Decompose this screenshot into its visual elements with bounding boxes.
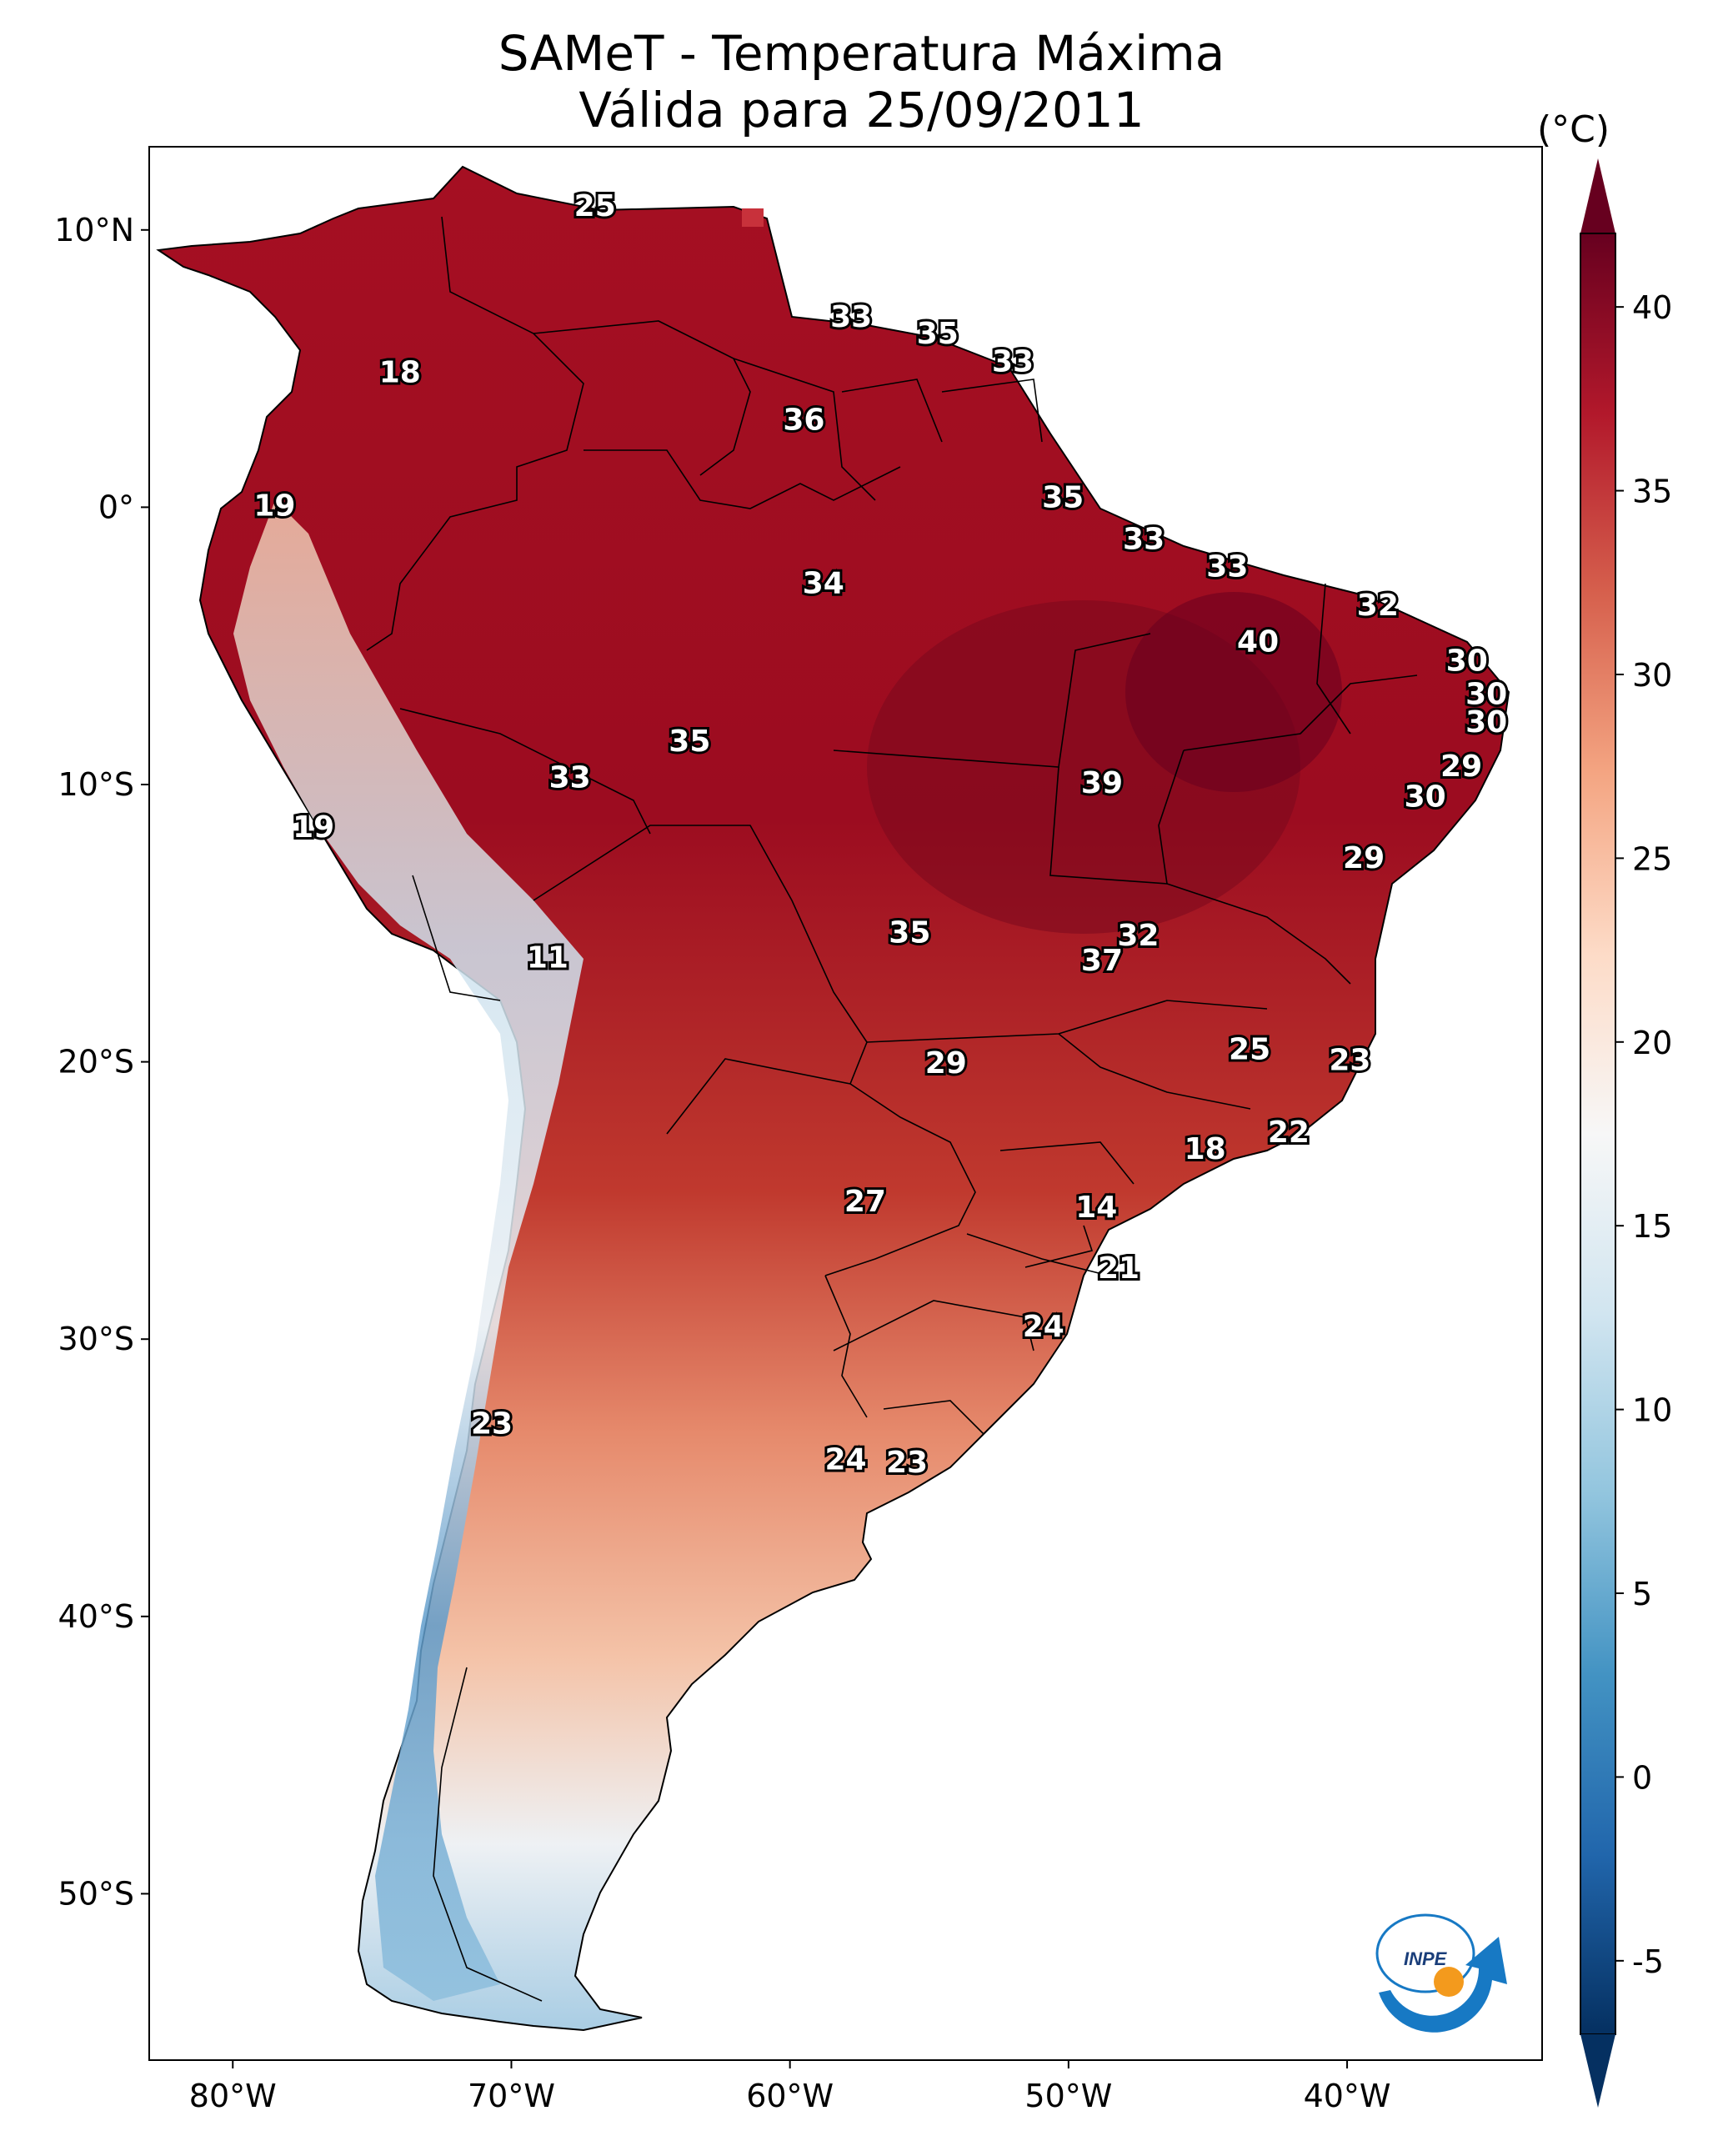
temperature-label: 35 xyxy=(917,317,959,351)
temperature-label: 29 xyxy=(1343,841,1385,875)
temperature-label: 32 xyxy=(1117,919,1159,953)
temperature-label: 30 xyxy=(1446,644,1488,679)
colorbar-tick-label: 5 xyxy=(1632,1576,1652,1612)
lat-tick-label: 10°N xyxy=(54,212,134,248)
lon-tick-label: 40°W xyxy=(1304,2078,1391,2114)
temperature-label: 33 xyxy=(549,760,591,795)
temperature-label: 35 xyxy=(669,725,710,759)
temperature-label: 24 xyxy=(824,1443,866,1477)
caribbean-island xyxy=(742,208,764,227)
temperature-label: 29 xyxy=(925,1046,967,1081)
temperature-label: 23 xyxy=(1329,1044,1370,1078)
temperature-label: 19 xyxy=(293,810,334,845)
temperature-label: 33 xyxy=(1123,522,1165,556)
colorbar-top-arrow xyxy=(1580,158,1615,233)
temperature-label: 32 xyxy=(1357,589,1399,623)
colorbar-tick-label: 25 xyxy=(1632,840,1672,877)
temperature-label: 11 xyxy=(527,941,568,975)
temperature-label: 30 xyxy=(1465,705,1507,740)
colorbar-tick-label: 10 xyxy=(1632,1392,1672,1429)
colorbar-tick-label: 15 xyxy=(1632,1208,1672,1245)
temperature-label: 33 xyxy=(830,300,872,334)
temperature-label: 29 xyxy=(1440,750,1482,784)
temperature-label: 35 xyxy=(1042,480,1084,514)
temperature-label: 40 xyxy=(1237,624,1279,659)
colorbar-body xyxy=(1580,233,1615,2034)
temperature-label: 24 xyxy=(1023,1310,1064,1344)
temperature-label: 22 xyxy=(1268,1116,1310,1150)
temperature-label: 33 xyxy=(1206,550,1248,584)
colorbar-ticks: 40 35 30 25 20 15 10 5 0 -5 xyxy=(1615,289,1672,1980)
colorbar-tick-label: 20 xyxy=(1632,1025,1672,1061)
colorbar: 40 35 30 25 20 15 10 5 0 -5 xyxy=(1580,158,1672,2108)
map-figure: 25 18 33 35 33 36 19 35 33 34 33 32 40 30 30 30 35 33 39 29… xyxy=(0,0,1723,2156)
temperature-label: 33 xyxy=(992,344,1034,379)
temperature-label: 30 xyxy=(1405,780,1446,815)
temperature-label: 36 xyxy=(783,403,824,437)
colorbar-tick-label: 30 xyxy=(1632,657,1672,694)
lat-tick-label: 40°S xyxy=(58,1598,134,1635)
temperature-label: 18 xyxy=(1185,1132,1226,1166)
temperature-label: 37 xyxy=(1081,944,1123,978)
temperature-label: 23 xyxy=(886,1446,928,1480)
hot-region-ne xyxy=(1125,592,1342,792)
lat-tick-label: 0° xyxy=(98,489,134,525)
lon-tick-label: 70°W xyxy=(468,2078,555,2114)
temperature-label: 27 xyxy=(844,1185,886,1219)
temperature-label: 39 xyxy=(1081,766,1123,800)
lat-tick-label: 50°S xyxy=(58,1875,134,1912)
lon-tick-label: 60°W xyxy=(746,2078,834,2114)
temperature-label: 23 xyxy=(471,1406,513,1441)
temperature-label: 21 xyxy=(1098,1251,1139,1286)
temperature-label: 35 xyxy=(889,916,930,950)
temperature-label: 34 xyxy=(803,567,844,601)
temperature-label: 14 xyxy=(1075,1191,1117,1225)
temperature-label: 25 xyxy=(1229,1032,1270,1066)
lat-tick-label: 10°S xyxy=(58,766,134,803)
temperature-label: 18 xyxy=(379,356,421,390)
colorbar-bottom-arrow xyxy=(1580,2034,1615,2108)
temperature-label: 25 xyxy=(574,189,616,223)
inpe-logo-text: INPE xyxy=(1404,1948,1448,1969)
latitude-ticks: 10°N 0° 10°S 20°S 30°S 40°S 50°S xyxy=(54,212,149,1913)
longitude-ticks: 80°W 70°W 60°W 50°W 40°W xyxy=(189,2060,1391,2114)
lat-tick-label: 30°S xyxy=(58,1321,134,1357)
lon-tick-label: 80°W xyxy=(189,2078,277,2114)
colorbar-tick-label: 0 xyxy=(1632,1759,1652,1796)
lat-tick-label: 20°S xyxy=(58,1044,134,1081)
colorbar-tick-label: 35 xyxy=(1632,474,1672,510)
lon-tick-label: 50°W xyxy=(1024,2078,1112,2114)
temperature-label: 19 xyxy=(253,489,295,523)
colorbar-tick-label: -5 xyxy=(1632,1943,1664,1980)
colorbar-tick-label: 40 xyxy=(1632,289,1672,326)
